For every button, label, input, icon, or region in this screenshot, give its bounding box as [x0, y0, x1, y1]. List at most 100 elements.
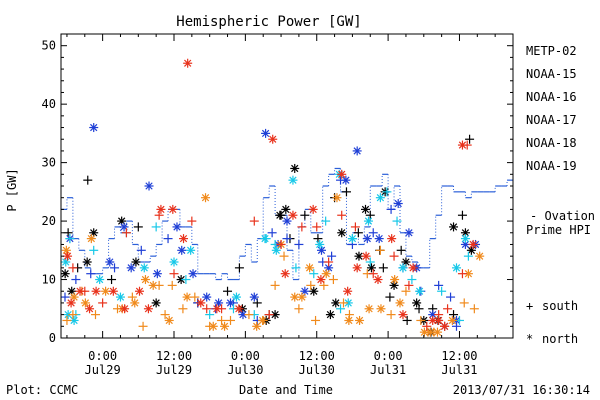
noaa-19-north-point — [387, 234, 397, 244]
noaa-16-south-point — [309, 269, 319, 279]
x-tick-date-label: Jul31 — [370, 363, 406, 377]
noaa-19-south-point — [297, 222, 307, 232]
metp-02-south-point — [83, 175, 93, 185]
axes: 010203040500:00Jul2912:00Jul290:00Jul301… — [42, 33, 513, 377]
star-d2 — [388, 234, 396, 243]
star-d2 — [269, 135, 277, 143]
noaa-19-north-point — [66, 298, 76, 308]
star-d2 — [390, 275, 399, 284]
star-d2 — [145, 182, 153, 190]
noaa-19-south-point — [169, 269, 179, 279]
star-d2 — [433, 328, 442, 336]
star-d2 — [469, 240, 477, 249]
noaa-15-north-point — [177, 245, 187, 255]
metp-02-south-point — [396, 245, 406, 255]
star-d2 — [253, 322, 261, 330]
noaa-19-south-point — [337, 210, 347, 220]
noaa-16-south-point — [321, 216, 331, 226]
noaa-18-north-point — [182, 292, 192, 302]
star-d2 — [220, 322, 229, 330]
star-d2 — [239, 310, 247, 319]
noaa-19-south-point — [98, 298, 108, 308]
star-d2 — [169, 205, 177, 214]
noaa-18-north-point — [164, 315, 174, 325]
noaa-16-south-point — [365, 257, 375, 267]
noaa-19-north-point — [91, 286, 101, 296]
star-d2 — [201, 194, 210, 202]
star-d2 — [343, 287, 352, 295]
noaa-15-south-point — [71, 275, 81, 285]
star-d2 — [464, 270, 473, 278]
metp-02-south-point — [378, 263, 388, 273]
legend-entry-metp-02: METP-02 — [526, 44, 577, 58]
noaa-18-north-point — [344, 315, 354, 325]
star-d2 — [135, 287, 144, 295]
star-d2 — [458, 141, 467, 149]
noaa-15-south-point — [294, 239, 304, 249]
legend-entry-noaa-19: NOAA-19 — [526, 159, 577, 173]
y-tick-label: 40 — [42, 97, 56, 111]
metp-02-south-point — [133, 222, 143, 232]
star-d2 — [291, 164, 299, 173]
metp-02-south-point — [300, 210, 310, 220]
star-d2 — [157, 205, 165, 214]
noaa-15-south-point — [267, 228, 277, 238]
star-d2 — [361, 205, 370, 214]
star-d2 — [95, 275, 104, 284]
noaa-16-south-point — [382, 187, 392, 197]
noaa-19-south-point — [350, 222, 360, 232]
star-d2 — [476, 252, 484, 260]
star-d2 — [271, 310, 279, 319]
x-tick-date-label: Jul30 — [227, 363, 263, 377]
star-d2 — [281, 270, 289, 278]
noaa-19-north-point — [337, 169, 347, 179]
star-d2 — [85, 305, 94, 313]
star-d2 — [452, 264, 461, 272]
metp-02-north-point — [309, 286, 319, 296]
noaa-16-north-point — [347, 234, 357, 244]
noaa-15-south-point — [327, 251, 337, 261]
star-d2 — [316, 240, 324, 249]
noaa-15-south-point — [368, 228, 378, 238]
metp-02-south-point — [465, 134, 475, 144]
y-tick-label: 10 — [42, 273, 56, 287]
x-tick-time-label: 12:00 — [299, 349, 335, 363]
star-d2 — [394, 199, 402, 208]
star-d2 — [232, 293, 241, 301]
noaa-19-north-point — [183, 58, 193, 68]
y-tick-label: 20 — [42, 214, 56, 228]
noaa-18-south-point — [244, 310, 254, 320]
noaa-15-south-point — [60, 292, 70, 302]
noaa-15-north-point — [89, 123, 99, 133]
noaa-18-south-point — [62, 315, 72, 325]
noaa-19-north-point — [343, 286, 353, 296]
noaa-18-north-point — [258, 315, 268, 325]
noaa-18-north-point — [447, 315, 457, 325]
star-d2 — [81, 299, 90, 307]
noaa-19-south-point — [422, 321, 432, 331]
noaa-15-south-point — [282, 234, 292, 244]
star-d2 — [186, 246, 195, 254]
star-d2 — [101, 287, 110, 295]
star-d2 — [153, 270, 162, 278]
star-d2 — [461, 240, 470, 249]
metp-02-south-point — [385, 292, 395, 302]
metp-02-north-point — [412, 298, 422, 308]
metp-02-north-point — [449, 222, 459, 232]
noaa-15-south-point — [110, 263, 120, 273]
y-tick-label: 30 — [42, 156, 56, 170]
noaa-15-south-point — [86, 269, 96, 279]
noaa-16-south-point — [181, 275, 191, 285]
noaa-19-north-point — [352, 263, 362, 273]
star-d2 — [355, 252, 363, 260]
noaa-19-south-point — [187, 216, 197, 226]
noaa-19-north-point — [373, 275, 383, 285]
star-d2 — [376, 194, 385, 202]
noaa-18-south-point — [294, 304, 304, 314]
star-d2 — [405, 229, 413, 237]
x-tick-time-label: 0:00 — [374, 349, 403, 363]
noaa-16-north-point — [61, 257, 71, 267]
star-d2 — [87, 234, 95, 243]
y-tick-label: 0 — [49, 331, 56, 345]
noaa-16-south-point — [336, 304, 346, 314]
